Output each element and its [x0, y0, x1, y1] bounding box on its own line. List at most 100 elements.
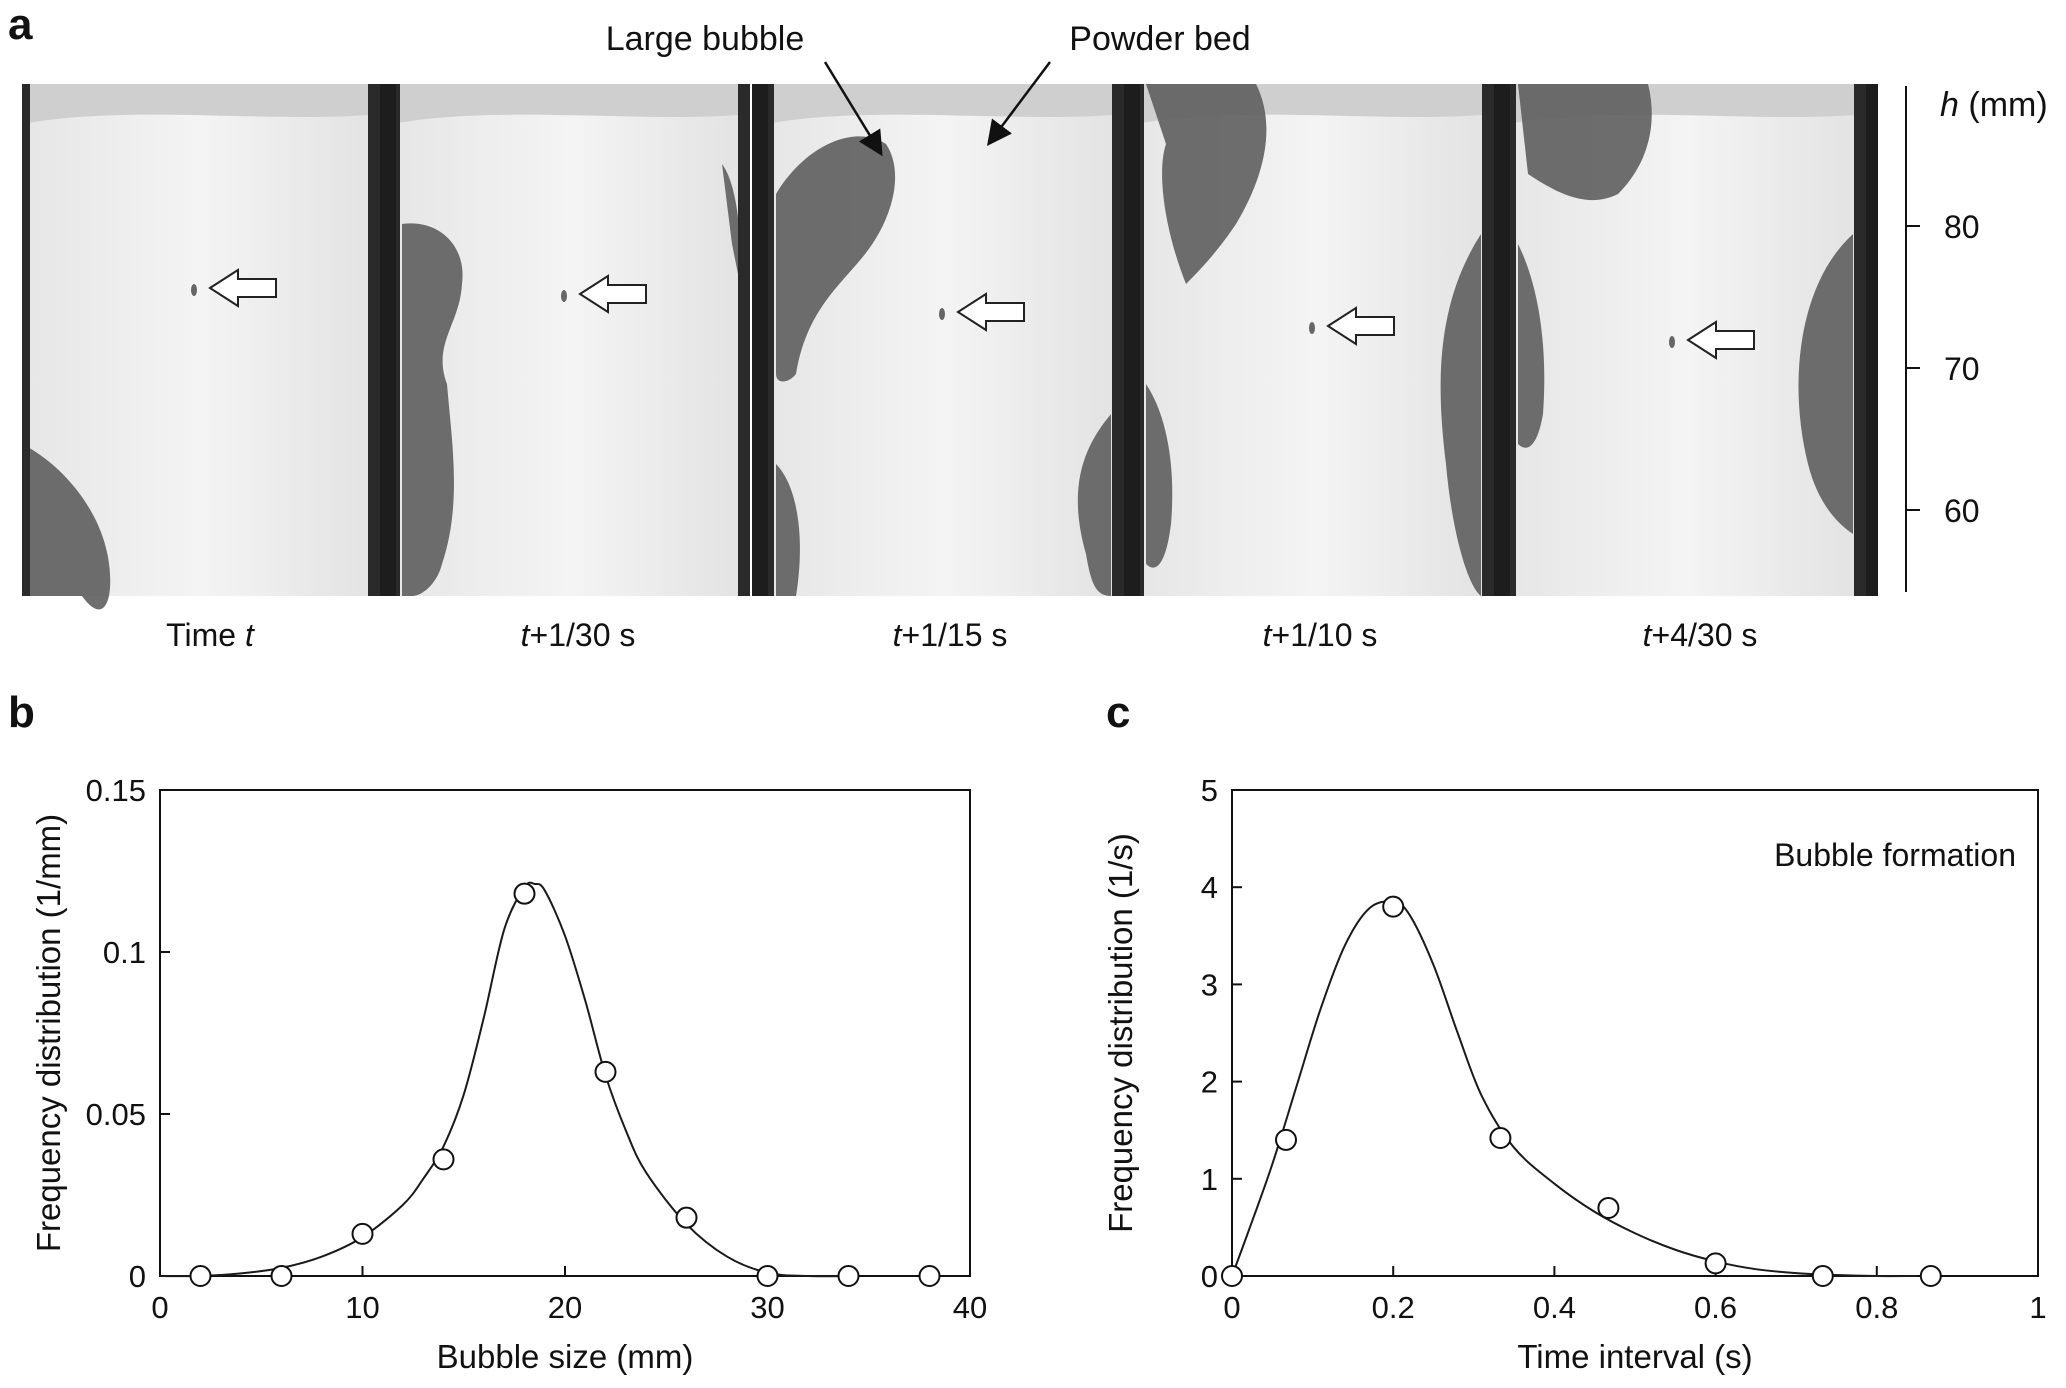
y-tick-label: 0.1 [103, 935, 146, 970]
tracer-particle [939, 308, 945, 320]
data-point [1811, 1265, 1834, 1287]
fit-curve [159, 881, 849, 1278]
height-tick-label: 60 [1944, 493, 1980, 529]
data-point [1919, 1265, 1942, 1287]
bubble-shape [1518, 244, 1545, 448]
height-tick-label: 80 [1944, 209, 1980, 245]
video-frame [22, 84, 380, 610]
data-point [1275, 1128, 1298, 1151]
frame-separator [380, 84, 396, 596]
large-bubble-arrow [823, 61, 883, 157]
y-tick-label: 1 [1201, 1162, 1218, 1197]
height-scale: h (mm) 80 70 60 [1905, 86, 2048, 592]
data-point [1489, 1126, 1512, 1149]
tracer-arrow-icon [1326, 306, 1395, 346]
frame-time-label: t+1/10 s [1263, 617, 1378, 653]
bubble-shape [1440, 234, 1481, 596]
y-tick-label: 3 [1201, 967, 1218, 1002]
data-point [351, 1222, 374, 1245]
x-axis-label: Bubble size (mm) [437, 1338, 694, 1375]
tracer-particle [561, 290, 567, 302]
video-frame [1508, 84, 1866, 596]
bed-surface [22, 84, 380, 124]
data-point [918, 1265, 941, 1287]
plot-frame [159, 789, 971, 1277]
chart-time-interval: 0 0.2 0.4 0.6 0.8 1 0 1 2 3 4 5 Time interval (s) Fre… [1102, 773, 2047, 1375]
bubble-shape [722, 164, 741, 284]
bubble-shape [1518, 84, 1652, 201]
x-tick-label: 0 [151, 1290, 168, 1325]
tube-wall [738, 84, 750, 596]
y-axis-label: Frequency distribution (1/s) [1102, 833, 1139, 1233]
data-point [1704, 1252, 1727, 1275]
x-tick-label: 40 [953, 1290, 987, 1325]
bubble-shape [1146, 384, 1173, 568]
data-point [837, 1265, 860, 1287]
height-tick-label: 70 [1944, 351, 1980, 387]
y-tick-label: 0 [129, 1259, 146, 1294]
frame-separator [752, 84, 768, 596]
tracer-arrow-icon [578, 274, 647, 314]
powder-bed-arrow [987, 61, 1051, 146]
chart-annotation: Bubble formation [1774, 837, 2016, 873]
data-point [189, 1265, 212, 1287]
chart-bubble-size: 0 10 20 30 40 0 0.05 0.1 0.15 Bubble size (mm) Fre… [30, 773, 987, 1375]
annotation-large-bubble: Large bubble [606, 20, 805, 58]
bubble-shape [1798, 234, 1853, 534]
x-tick-label: 10 [345, 1290, 379, 1325]
data-point [1382, 895, 1405, 918]
data-point [270, 1265, 293, 1287]
frame-separator [1124, 84, 1140, 596]
annotation-powder-bed: Powder bed [1069, 20, 1250, 58]
tube-wall [22, 84, 30, 596]
tube-wall [1854, 84, 1866, 596]
bubble-shape [776, 464, 800, 596]
x-tick-label: 30 [750, 1290, 784, 1325]
height-unit: (mm) [1959, 86, 2048, 124]
y-tick-label: 2 [1201, 1065, 1218, 1100]
data-point [675, 1206, 698, 1229]
tube-wall [1482, 84, 1494, 596]
bubble-shape [22, 444, 111, 610]
frame-time-label: Time t [166, 617, 255, 653]
x-tick-label: 0.8 [1855, 1290, 1898, 1325]
frame-separator [1866, 84, 1878, 596]
data-point [1597, 1196, 1620, 1219]
tracer-particle [191, 284, 197, 296]
y-tick-label: 0 [1201, 1259, 1218, 1294]
frame-separator [1494, 84, 1510, 596]
x-tick-label: 20 [548, 1290, 582, 1325]
tracer-particle [1669, 336, 1675, 348]
bubble-shape [1146, 84, 1267, 284]
y-tick-label: 0.05 [86, 1097, 146, 1132]
y-tick-label: 0.15 [86, 773, 146, 808]
x-tick-label: 1 [2029, 1290, 2046, 1325]
x-tick-label: 0.6 [1694, 1290, 1737, 1325]
y-tick-label: 5 [1201, 773, 1218, 808]
data-point [594, 1060, 617, 1083]
bubble-shape [1077, 414, 1111, 596]
video-frame [392, 84, 750, 597]
frame-time-label: t+1/15 s [893, 617, 1008, 653]
x-tick-label: 0.2 [1372, 1290, 1415, 1325]
data-point [1221, 1265, 1243, 1287]
panel-label-a: a [8, 0, 33, 49]
panel-a-photo-sequence: Large bubble Powder bed h (mm) 80 70 60 Ti… [22, 20, 2048, 653]
bubble-shape [776, 136, 896, 382]
height-var: h [1940, 86, 1959, 124]
video-frame [766, 84, 1124, 596]
frame-time-label: t+1/30 s [521, 617, 636, 653]
tube-wall [766, 84, 774, 596]
plot-frame [1231, 789, 2039, 1277]
tube-wall [1508, 84, 1516, 596]
height-scale-title: h (mm) [1940, 86, 2048, 124]
tube-wall [1112, 84, 1124, 596]
data-point [513, 882, 536, 905]
x-tick-label: 0 [1223, 1290, 1240, 1325]
x-axis-label: Time interval (s) [1517, 1338, 1752, 1375]
fit-curve [1231, 900, 1918, 1278]
data-point [432, 1148, 455, 1171]
tube-wall [368, 84, 380, 596]
data-point [756, 1265, 779, 1287]
tracer-particle [1309, 322, 1315, 334]
